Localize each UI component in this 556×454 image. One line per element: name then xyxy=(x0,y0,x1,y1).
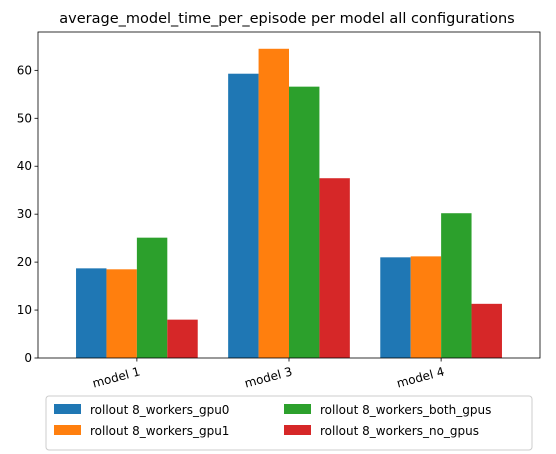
legend-label: rollout 8_workers_both_gpus xyxy=(320,403,491,417)
legend-label: rollout 8_workers_gpu1 xyxy=(90,424,229,438)
bar-rollout-8-workers-no-gpus-model-3 xyxy=(319,178,350,358)
legend-frame xyxy=(45,395,533,451)
bar-rollout-8-workers-gpu0-model-1 xyxy=(76,268,107,358)
y-tick-label: 60 xyxy=(17,63,32,77)
y-tick-label: 50 xyxy=(17,111,32,125)
bar-rollout-8-workers-gpu1-model-3 xyxy=(258,48,289,358)
bar-rollout-8-workers-gpu1-model-1 xyxy=(106,269,137,358)
x-tick-label: model 1 xyxy=(91,364,142,390)
legend-swatch xyxy=(54,404,81,414)
plot-area: 0 10 20 30 40 50 60 model 1 model 3 model 4 xyxy=(17,31,541,391)
x-tick-label: model 3 xyxy=(243,364,294,390)
bar-rollout-8-workers-gpu1-model-4 xyxy=(410,256,442,358)
bar-rollout-8-workers-no-gpus-model-1 xyxy=(167,319,198,358)
y-tick-label: 40 xyxy=(17,159,32,173)
y-tick-label: 10 xyxy=(17,303,32,317)
bar-rollout-8-workers-gpu0-model-4 xyxy=(380,257,411,358)
chart-title: average_model_time_per_episode per model… xyxy=(59,11,514,27)
y-tick-label: 30 xyxy=(17,207,32,221)
legend-swatch xyxy=(54,425,81,435)
y-tick-label: 20 xyxy=(17,255,32,269)
bar-rollout-8-workers-both-gpus-model-1 xyxy=(136,237,168,358)
bar-rollout-8-workers-gpu0-model-3 xyxy=(228,73,259,358)
legend-label: rollout 8_workers_gpu0 xyxy=(90,403,229,417)
legend-swatch xyxy=(284,404,311,414)
legend-swatch xyxy=(284,425,311,435)
bar-rollout-8-workers-no-gpus-model-4 xyxy=(471,303,502,358)
legend-label: rollout 8_workers_no_gpus xyxy=(320,424,479,438)
y-tick-label: 0 xyxy=(24,351,32,365)
bar-rollout-8-workers-both-gpus-model-3 xyxy=(289,86,320,358)
x-tick-label: model 4 xyxy=(395,364,446,390)
bar-rollout-8-workers-both-gpus-model-4 xyxy=(441,213,472,358)
